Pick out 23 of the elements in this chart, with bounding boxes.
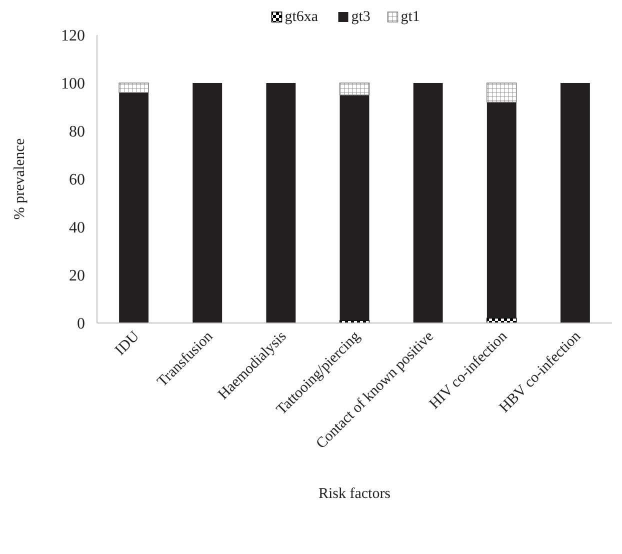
bar [340, 95, 370, 321]
y-tick-label: 120 [61, 28, 85, 45]
x-tick-label: IDU [112, 328, 143, 359]
bar [119, 92, 148, 323]
y-tick-label: 0 [77, 316, 85, 333]
legend-label: gt3 [351, 9, 370, 25]
y-tick-label: 80 [69, 124, 85, 141]
y-tick-label: 60 [69, 172, 85, 189]
bar [560, 83, 590, 323]
bar [266, 83, 296, 323]
y-tick-label: 100 [61, 76, 85, 93]
bar [486, 102, 516, 318]
bar [339, 82, 370, 96]
legend-label: gt1 [400, 9, 420, 25]
bar [192, 83, 222, 323]
bar [413, 83, 443, 323]
y-axis-title: % prevalence [12, 138, 28, 220]
y-tick-label: 20 [69, 268, 85, 285]
x-axis-title: Risk factors [318, 486, 391, 502]
bar [486, 82, 517, 103]
bar [118, 82, 149, 93]
y-tick-label: 40 [69, 220, 85, 237]
legend-label: gt6xa [284, 9, 318, 25]
